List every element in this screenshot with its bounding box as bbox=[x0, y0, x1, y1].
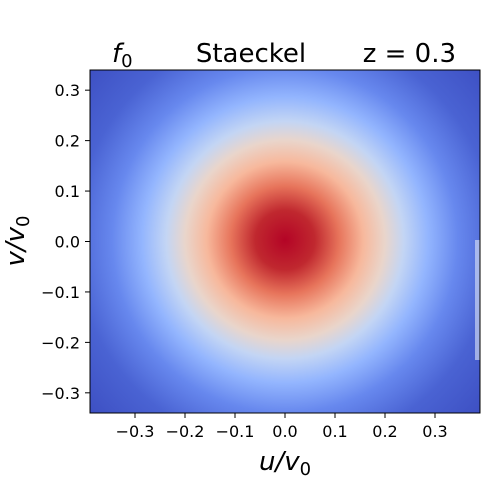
title-left-subscript: 0 bbox=[121, 51, 132, 72]
y-tick-label: 0.1 bbox=[55, 182, 80, 201]
x-tick-label: 0.3 bbox=[422, 422, 447, 441]
right-edge-artifact bbox=[475, 240, 480, 360]
y-axis-ticks: 0.3 0.2 0.1 0.0 −0.1 −0.2 −0.3 bbox=[41, 81, 90, 403]
x-axis-label-subscript: 0 bbox=[300, 459, 311, 480]
y-axis-label: v/v0 bbox=[1, 216, 34, 267]
title-right: z = 0.3 bbox=[363, 39, 456, 69]
title-center: Staeckel bbox=[196, 39, 306, 69]
x-tick-label: −0.3 bbox=[116, 422, 155, 441]
x-tick-label: −0.2 bbox=[166, 422, 205, 441]
x-tick-label: 0.1 bbox=[322, 422, 347, 441]
x-axis-label: u/v0 bbox=[259, 447, 311, 480]
y-tick-label: 0.3 bbox=[55, 81, 80, 100]
plot-area bbox=[89, 69, 481, 414]
y-tick-label: 0.0 bbox=[55, 233, 80, 252]
y-tick-label: −0.2 bbox=[41, 333, 80, 352]
y-axis-label-subscript: 0 bbox=[13, 216, 34, 227]
y-tick-label: 0.2 bbox=[55, 132, 80, 151]
y-tick-label: −0.1 bbox=[41, 283, 80, 302]
title-left: f0 bbox=[112, 39, 133, 72]
x-axis-ticks: −0.3 −0.2 −0.1 0.0 0.1 0.2 0.3 bbox=[116, 413, 448, 441]
heatmap-field bbox=[90, 70, 480, 413]
x-tick-label: 0.2 bbox=[372, 422, 397, 441]
y-tick-label: −0.3 bbox=[41, 384, 80, 403]
x-tick-label: 0.0 bbox=[272, 422, 297, 441]
x-tick-label: −0.1 bbox=[216, 422, 255, 441]
